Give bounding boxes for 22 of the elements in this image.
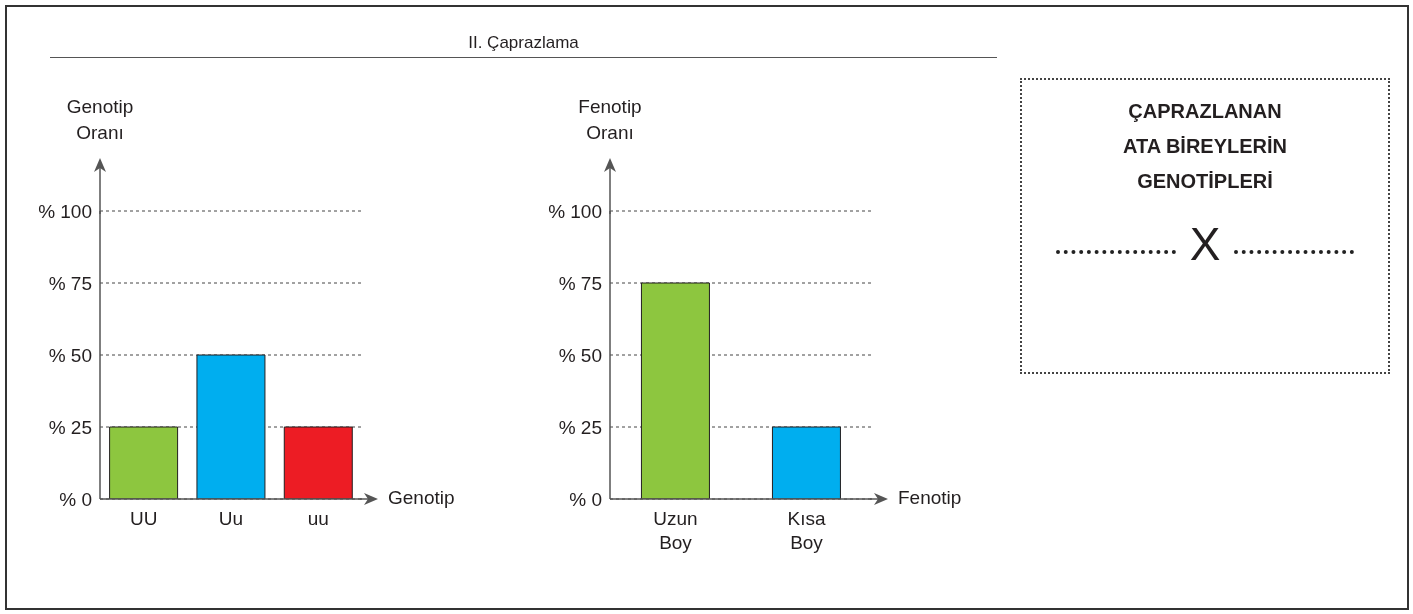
y-tick-label: % 25 <box>48 416 92 438</box>
y-tick-label: % 75 <box>558 272 602 294</box>
x-axis-title: Genotip <box>388 487 455 509</box>
y-tick-label: % 75 <box>48 272 92 294</box>
chart-title: II. Çaprazlama <box>50 33 997 58</box>
y-tick-label: % 100 <box>38 200 92 222</box>
y-tick-label: % 0 <box>569 488 602 510</box>
x-tick-label: Kısa Boy <box>787 508 826 553</box>
y-tick-label: % 100 <box>548 200 602 222</box>
y-tick-label: % 50 <box>48 344 92 366</box>
x-axis-title: Fenotip <box>898 487 962 509</box>
x-tick-label: uu <box>307 508 329 529</box>
y-tick-label: % 50 <box>558 344 602 366</box>
y-tick-label: % 25 <box>558 416 602 438</box>
y-axis-title: Genotip Oranı <box>65 95 135 145</box>
y-tick-label: % 0 <box>59 488 92 510</box>
x-tick-label: Uzun Boy <box>653 508 698 553</box>
text: X <box>1189 217 1221 271</box>
x-tick-label: UU <box>129 508 158 529</box>
text: ÇAPRAZLANAN ATA BİREYLERİN GENOTİPLERİ <box>1121 99 1289 194</box>
y-axis-title: Fenotip Oranı <box>577 95 643 145</box>
x-tick-label: Uu <box>218 508 244 529</box>
